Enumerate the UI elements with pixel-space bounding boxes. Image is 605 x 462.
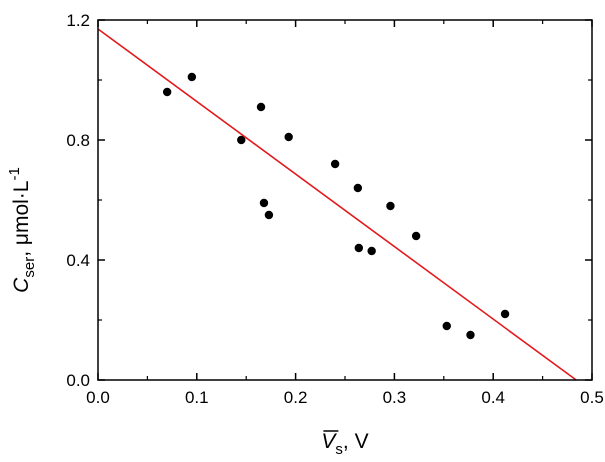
y-axis-unit: , μmol·L bbox=[10, 181, 33, 257]
data-point bbox=[386, 201, 395, 211]
y-tick-label: 0.0 bbox=[66, 371, 90, 390]
x-axis-subscript: s bbox=[335, 441, 343, 458]
plot-area bbox=[97, 28, 577, 381]
x-tick-label: 0.3 bbox=[383, 388, 407, 407]
data-point bbox=[367, 246, 376, 256]
data-point bbox=[442, 321, 451, 331]
data-point bbox=[353, 183, 363, 193]
x-axis-unit: , V bbox=[343, 430, 369, 453]
y-tick-label: 0.4 bbox=[66, 251, 90, 270]
data-point bbox=[330, 159, 340, 169]
y-axis-symbol: C bbox=[10, 277, 33, 293]
x-tick-label: 0.0 bbox=[86, 388, 110, 407]
y-axis-title: Cser, μmol·L-1 bbox=[6, 167, 38, 293]
x-axis-title: Vs, V bbox=[321, 430, 368, 458]
fit-line bbox=[97, 28, 577, 381]
data-point bbox=[354, 243, 364, 253]
data-point bbox=[284, 132, 293, 142]
x-tick-label: 0.2 bbox=[284, 388, 308, 407]
data-point bbox=[264, 210, 274, 220]
data-point bbox=[237, 135, 246, 145]
y-tick-label: 1.2 bbox=[66, 11, 90, 30]
data-point bbox=[259, 198, 269, 208]
x-tick-label: 0.1 bbox=[185, 388, 209, 407]
x-tick-label: 0.4 bbox=[481, 388, 505, 407]
axes: 0.0 0.1 0.2 0.3 0.4 0.5 0.0 0.4 0.8 1.2 bbox=[66, 11, 603, 407]
y-axis-subscript: ser bbox=[21, 257, 38, 278]
x-tick-label: 0.5 bbox=[580, 388, 604, 407]
plot-frame bbox=[97, 19, 593, 381]
data-point bbox=[187, 72, 197, 82]
data-point bbox=[162, 87, 172, 97]
data-point bbox=[256, 102, 266, 112]
data-point bbox=[466, 330, 475, 340]
y-axis-superscript: -1 bbox=[6, 167, 23, 180]
data-point bbox=[411, 231, 421, 241]
y-tick-label: 0.8 bbox=[66, 131, 90, 150]
data-point bbox=[500, 309, 510, 319]
x-axis-symbol: V bbox=[321, 430, 337, 453]
